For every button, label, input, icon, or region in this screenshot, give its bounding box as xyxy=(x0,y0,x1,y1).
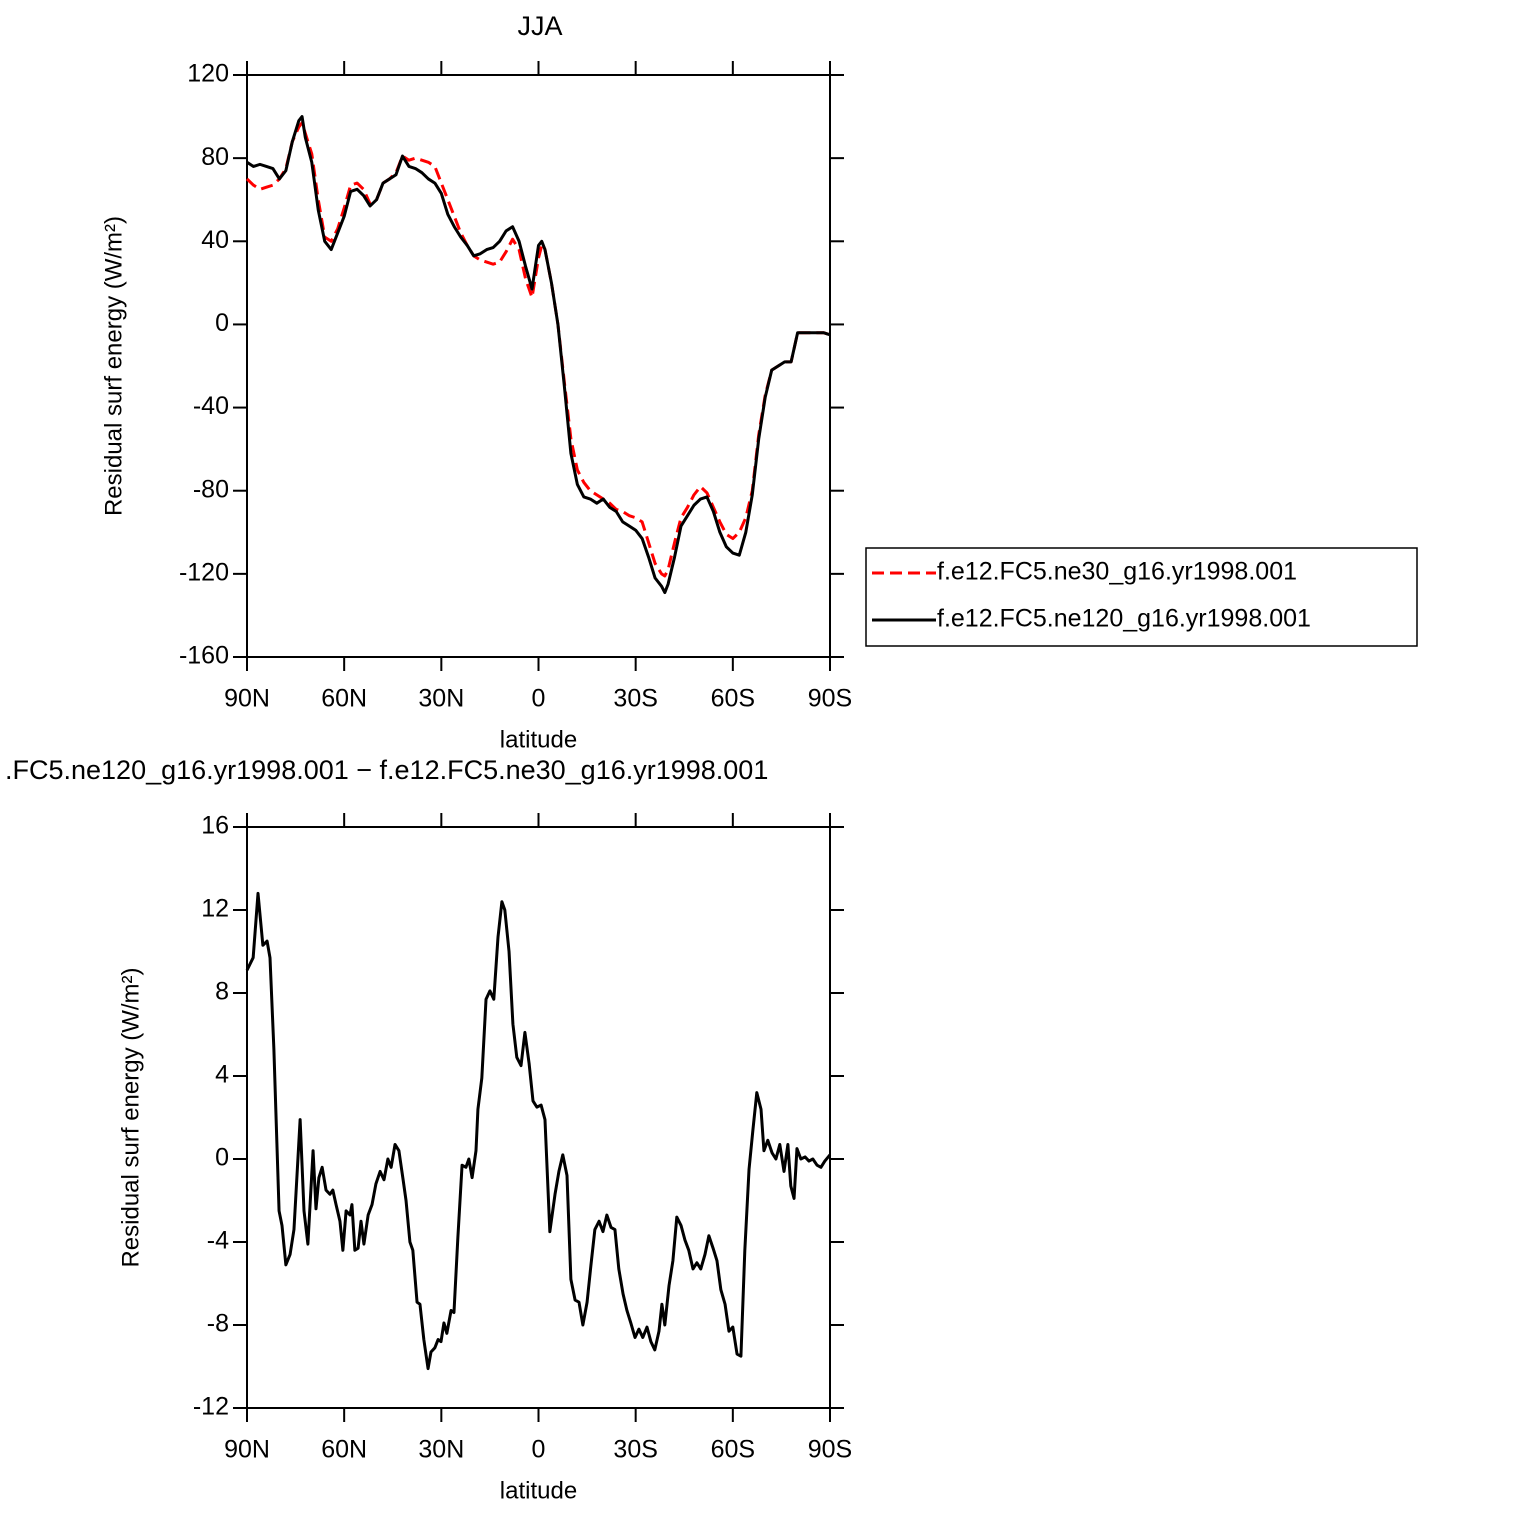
y-tick-label: -160 xyxy=(179,642,229,670)
y-tick-label: -80 xyxy=(193,475,229,503)
y-tick-label: 12 xyxy=(201,895,229,923)
legend-box xyxy=(865,547,1418,647)
y-tick-label: -120 xyxy=(179,558,229,586)
x-tick-label: 60S xyxy=(711,685,755,713)
y-tick-label: 40 xyxy=(201,226,229,254)
legend-label: f.e12.FC5.ne30_g16.yr1998.001 xyxy=(937,558,1297,586)
y-tick-label: -40 xyxy=(193,392,229,420)
plot-frame xyxy=(246,826,831,1409)
data-line xyxy=(246,115,831,595)
x-tick-label: 0 xyxy=(532,685,546,713)
y-tick-label: -4 xyxy=(207,1227,229,1255)
y-tick-label: 80 xyxy=(201,143,229,171)
x-tick-label: 90S xyxy=(808,1436,852,1464)
x-tick-label: 30S xyxy=(613,685,657,713)
y-tick-label: -8 xyxy=(207,1310,229,1338)
y-tick-label: 4 xyxy=(215,1061,229,1089)
x-axis-label: latitude xyxy=(500,1477,577,1504)
plot-frame xyxy=(246,74,831,658)
y-tick-label: 0 xyxy=(215,309,229,337)
x-tick-label: 60S xyxy=(711,1436,755,1464)
x-tick-label: 90N xyxy=(224,685,270,713)
y-axis-label: Residual surf energy (W/m²) xyxy=(117,967,144,1267)
x-tick-label: 30N xyxy=(418,685,464,713)
data-line xyxy=(245,121,831,578)
y-axis-label: Residual surf energy (W/m²) xyxy=(100,216,127,516)
x-tick-label: 0 xyxy=(532,1436,546,1464)
x-axis-label: latitude xyxy=(500,726,577,753)
x-tick-label: 60N xyxy=(321,685,367,713)
data-line xyxy=(245,891,832,1371)
x-tick-label: 30N xyxy=(418,1436,464,1464)
y-tick-label: 16 xyxy=(201,812,229,840)
y-tick-label: 8 xyxy=(215,978,229,1006)
y-tick-label: 120 xyxy=(187,60,229,88)
x-tick-label: 90S xyxy=(808,685,852,713)
y-tick-label: 0 xyxy=(215,1144,229,1172)
x-tick-label: 60N xyxy=(321,1436,367,1464)
x-tick-label: 30S xyxy=(613,1436,657,1464)
x-tick-label: 90N xyxy=(224,1436,270,1464)
chart-title: .FC5.ne120_g16.yr1998.001 − f.e12.FC5.ne… xyxy=(5,755,768,785)
legend-label: f.e12.FC5.ne120_g16.yr1998.001 xyxy=(937,605,1311,633)
chart-title: JJA xyxy=(517,11,562,41)
y-tick-label: -12 xyxy=(193,1393,229,1421)
